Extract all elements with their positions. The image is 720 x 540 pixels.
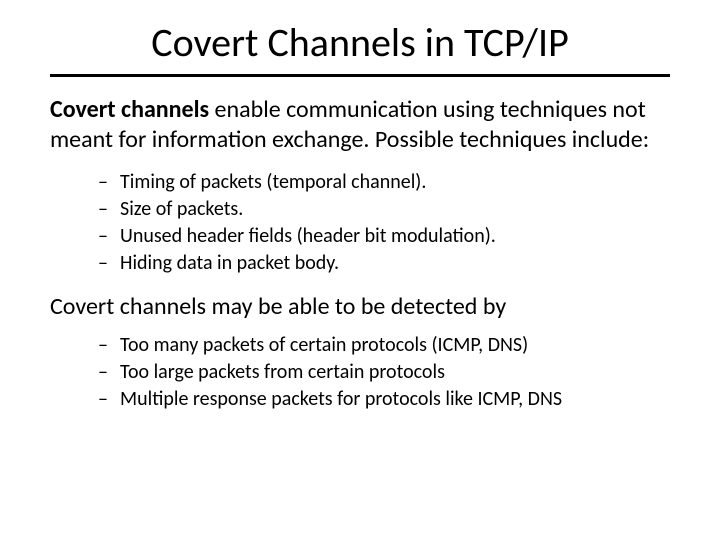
slide-title: Covert Channels in TCP/IP bbox=[50, 20, 670, 66]
detection-intro: Covert channels may be able to be detect… bbox=[50, 291, 670, 322]
techniques-list: Timing of packets (temporal channel). Si… bbox=[50, 169, 670, 277]
list-item: Timing of packets (temporal channel). bbox=[98, 169, 670, 196]
slide: Covert Channels in TCP/IP Covert channel… bbox=[0, 0, 720, 540]
list-item: Too many packets of certain protocols (I… bbox=[98, 332, 670, 359]
detection-list: Too many packets of certain protocols (I… bbox=[50, 332, 670, 413]
list-item: Too large packets from certain protocols bbox=[98, 359, 670, 386]
intro-paragraph: Covert channels enable communication usi… bbox=[50, 95, 670, 155]
list-item: Size of packets. bbox=[98, 196, 670, 223]
list-item: Unused header fields (header bit modulat… bbox=[98, 223, 670, 250]
title-underline bbox=[50, 74, 670, 77]
intro-bold-term: Covert channels bbox=[50, 95, 209, 124]
list-item: Multiple response packets for protocols … bbox=[98, 386, 670, 413]
list-item: Hiding data in packet body. bbox=[98, 250, 670, 277]
